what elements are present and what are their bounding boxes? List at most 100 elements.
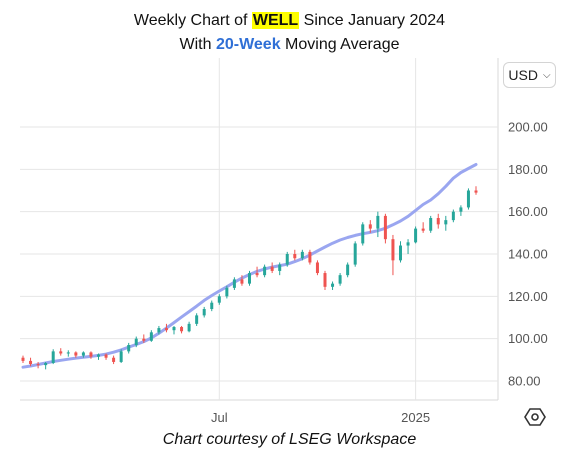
candle xyxy=(36,361,40,369)
candle-body xyxy=(270,266,274,271)
candle-body xyxy=(406,242,410,246)
x-tick-label: Jul xyxy=(211,410,228,425)
candle xyxy=(202,306,206,318)
candle-body xyxy=(21,357,25,361)
candle xyxy=(331,281,335,290)
y-tick-label: 140.00 xyxy=(508,247,548,262)
y-tick-label: 160.00 xyxy=(508,204,548,219)
candle-body xyxy=(97,354,100,357)
candle xyxy=(59,348,63,356)
chart-caption: Chart courtesy of LSEG Workspace xyxy=(162,431,417,448)
candle xyxy=(429,215,433,233)
candle xyxy=(391,234,395,276)
candle xyxy=(119,349,123,364)
candles-layer xyxy=(21,186,478,370)
currency-selector[interactable]: USD ⌵ xyxy=(503,62,556,88)
candle xyxy=(29,357,33,367)
candle-body xyxy=(285,254,289,265)
candle xyxy=(134,336,138,348)
candle xyxy=(164,323,168,333)
candle-body xyxy=(421,228,425,231)
candle-body xyxy=(157,328,161,333)
candle-body xyxy=(436,218,440,225)
candle xyxy=(21,355,25,364)
candle xyxy=(232,277,236,290)
candle-body xyxy=(278,264,282,271)
candle-body xyxy=(44,363,48,366)
y-tick-label: 80.00 xyxy=(508,374,541,389)
candle-body xyxy=(210,302,214,310)
candle xyxy=(248,270,251,286)
candle xyxy=(414,226,418,244)
candle xyxy=(300,249,304,261)
candle xyxy=(195,313,199,326)
candle xyxy=(157,325,161,335)
candle xyxy=(255,266,259,278)
candle-body xyxy=(225,287,229,297)
candle xyxy=(436,213,440,229)
candle-body xyxy=(59,351,63,354)
candle xyxy=(97,353,100,360)
candle-body xyxy=(187,323,191,332)
candle xyxy=(308,249,312,265)
candle xyxy=(240,275,244,286)
candle-body xyxy=(353,243,357,265)
candle-body xyxy=(399,245,402,261)
candle xyxy=(285,251,289,267)
candle-body xyxy=(263,266,267,276)
candle xyxy=(270,262,274,274)
hexagon-gear-icon[interactable] xyxy=(523,405,547,429)
moving-average-line xyxy=(21,163,478,369)
candle-body xyxy=(51,351,55,364)
candle-body xyxy=(180,327,184,332)
candle-body xyxy=(338,275,342,284)
currency-label: USD xyxy=(508,67,538,83)
candle xyxy=(278,262,282,276)
candle-body xyxy=(444,220,448,225)
candle-body xyxy=(293,254,297,259)
candle-body xyxy=(383,215,387,240)
candle xyxy=(127,342,131,354)
candle xyxy=(142,334,146,343)
candle-body xyxy=(459,207,463,212)
candle-body xyxy=(346,264,350,276)
y-tick-label: 180.00 xyxy=(508,162,548,177)
candle xyxy=(459,205,463,216)
candle-body xyxy=(164,328,168,331)
candle-body xyxy=(29,360,33,365)
candle xyxy=(353,241,357,267)
candle-body xyxy=(232,279,236,288)
candle-body xyxy=(391,239,395,261)
candle xyxy=(293,249,297,261)
candle xyxy=(444,215,448,231)
candle-body xyxy=(323,273,327,287)
candle xyxy=(217,294,221,305)
candle xyxy=(225,285,229,299)
candle xyxy=(112,355,116,365)
candle xyxy=(172,325,176,335)
candle-body xyxy=(149,332,153,341)
y-tick-label: 100.00 xyxy=(508,331,548,346)
chart-title-line-2: With 20-Week Moving Average xyxy=(0,34,579,56)
axis-labels: 80.00 100.00 120.00 140.00 160.00 180.00 200.0… xyxy=(211,120,548,426)
candle-body xyxy=(195,315,199,324)
candle-body xyxy=(255,273,259,276)
y-tick-label: 200.00 xyxy=(508,120,548,135)
candle xyxy=(66,350,70,357)
candle xyxy=(346,262,350,278)
candle-body xyxy=(474,190,478,193)
candle xyxy=(421,222,425,233)
candle-body xyxy=(66,352,70,354)
candle xyxy=(104,353,108,360)
candle-body xyxy=(104,354,108,358)
candle-body xyxy=(414,228,418,243)
candle xyxy=(361,222,365,246)
candle-body xyxy=(217,296,221,303)
chart-title-line-1: Weekly Chart of WELL Since January 2024 xyxy=(0,10,579,32)
candle xyxy=(89,351,93,359)
candle xyxy=(44,361,48,370)
candle-body xyxy=(172,327,176,331)
candle-body xyxy=(315,262,319,274)
candle-body xyxy=(74,352,78,356)
candle xyxy=(210,300,214,312)
